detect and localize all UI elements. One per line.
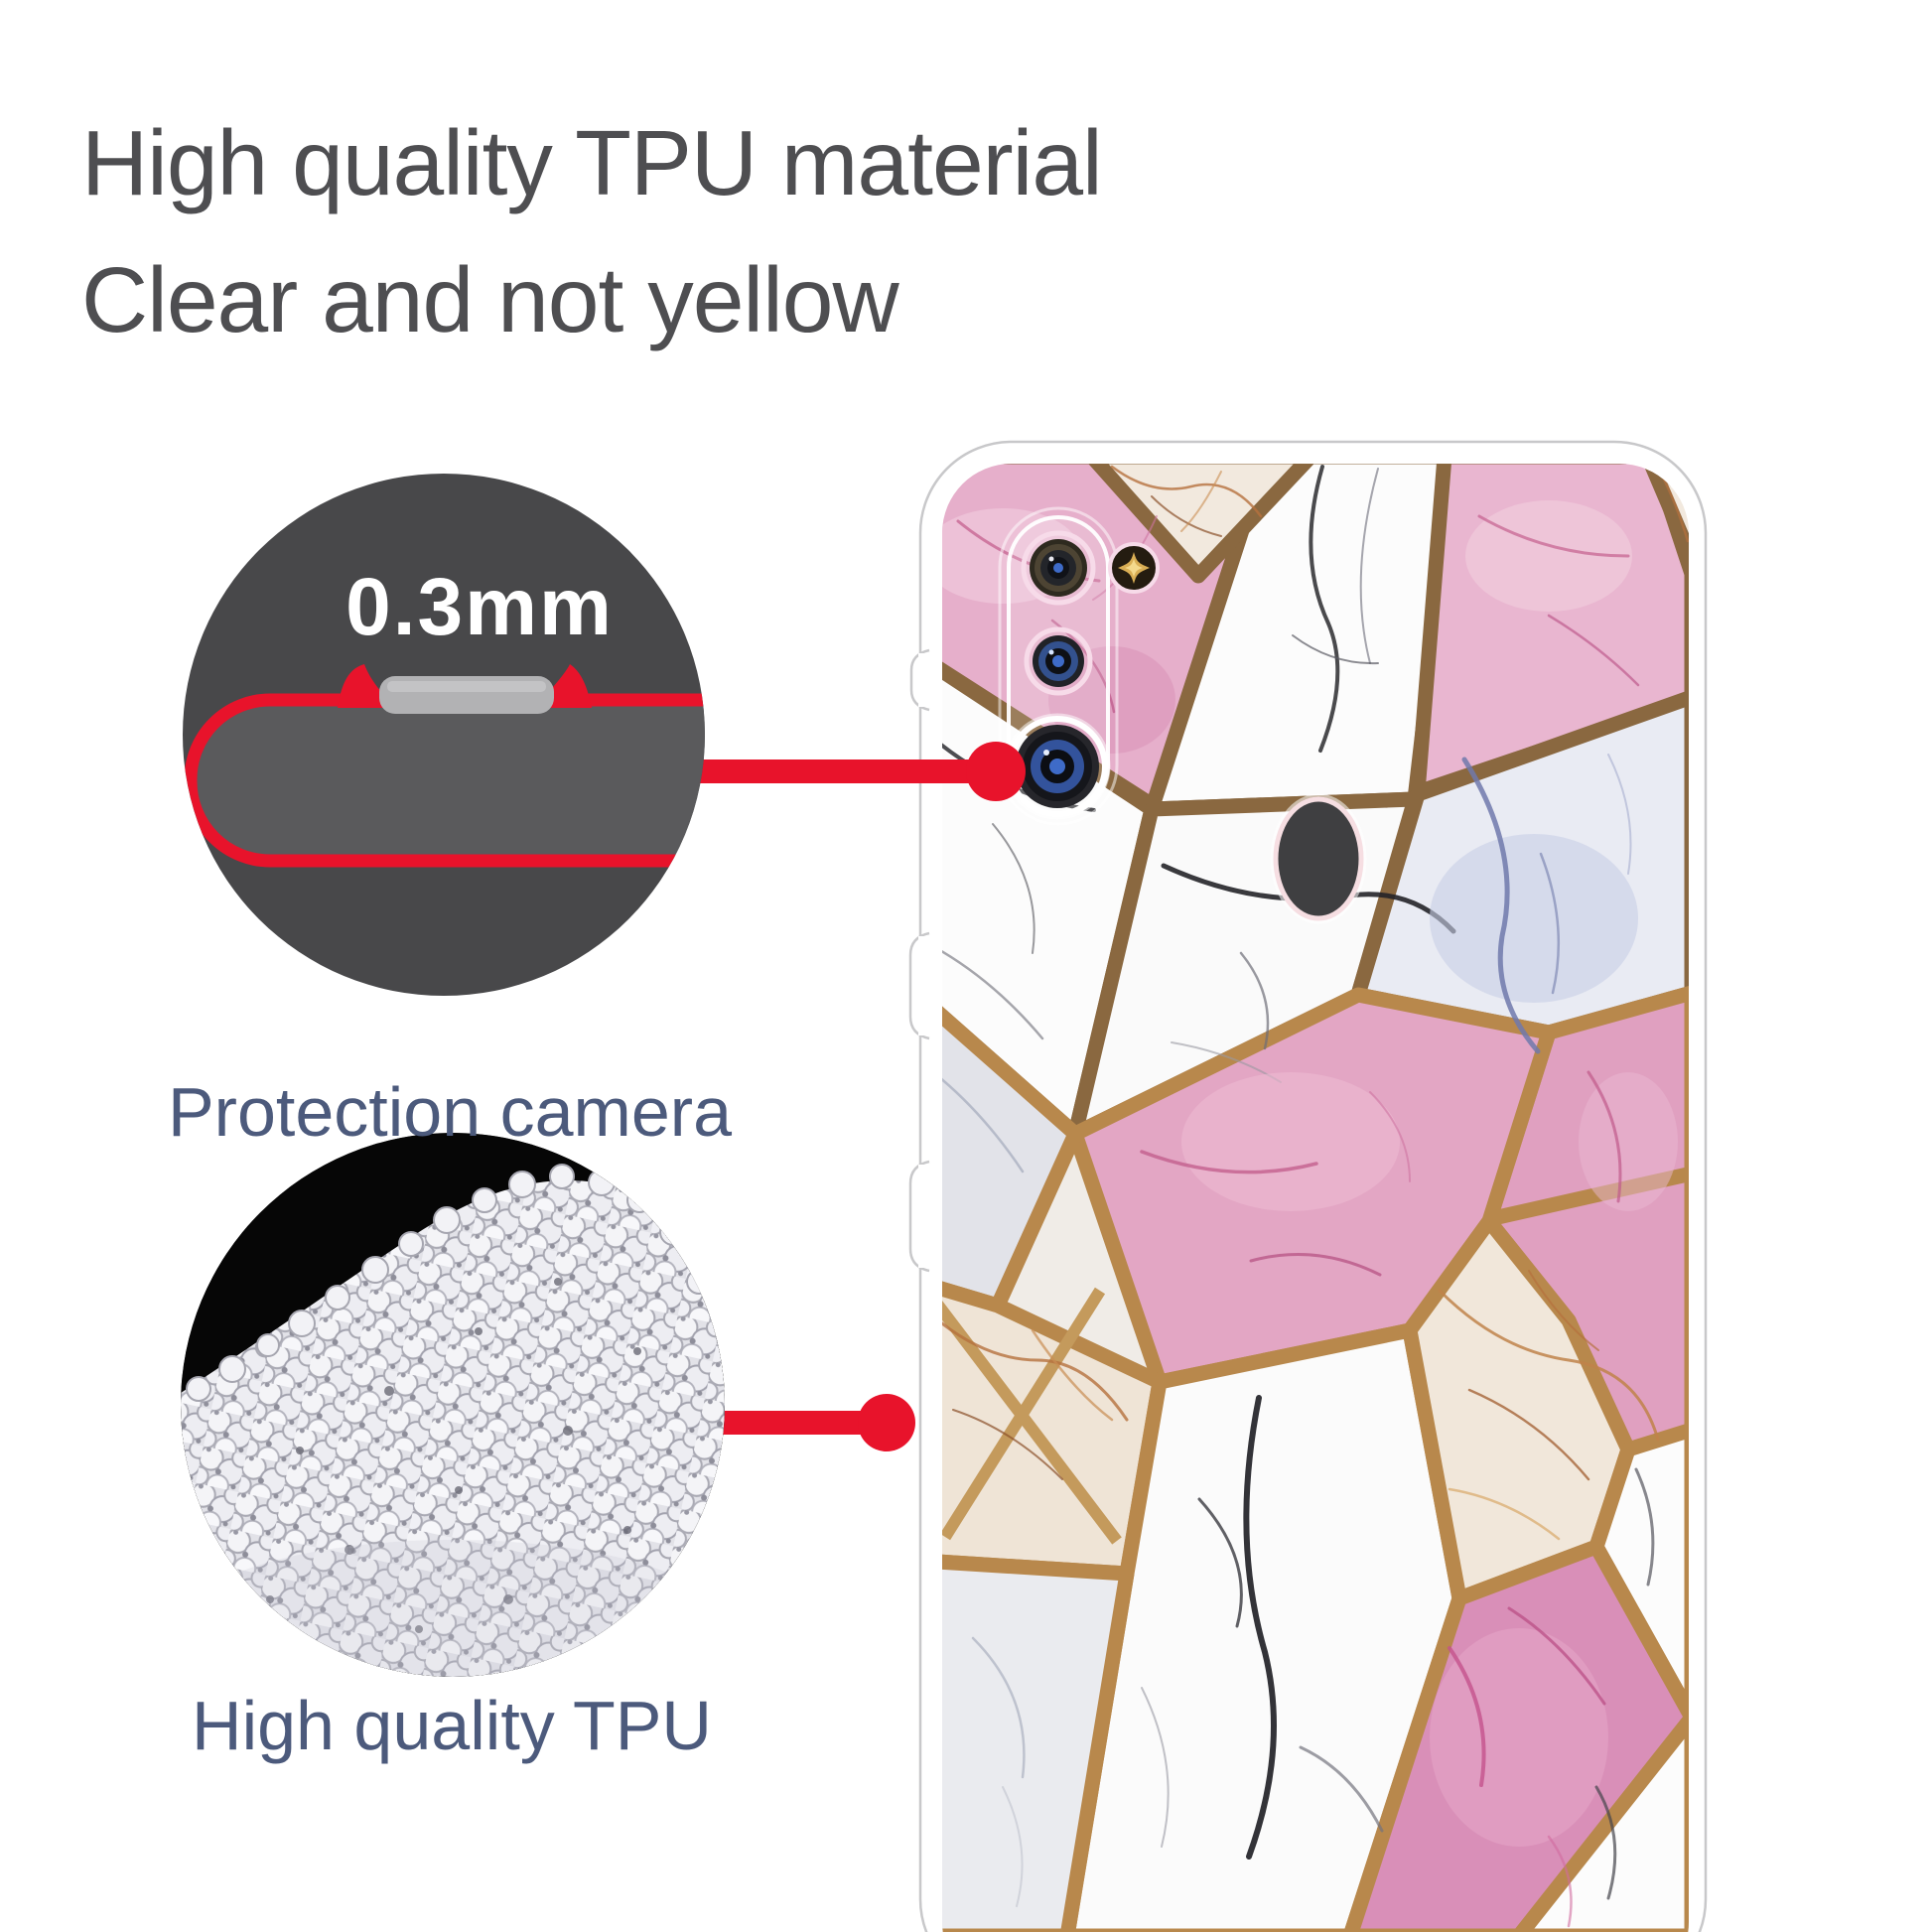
fingerprint-sensor (1270, 793, 1367, 924)
phone-case (908, 440, 1708, 1932)
camera-lens-icon (1021, 530, 1096, 606)
heading-line-2: Clear and not yellow (81, 248, 899, 351)
camera-lens-icon (1024, 626, 1093, 696)
heading: High quality TPU material Clear and not … (81, 94, 1103, 368)
case-cross-section-diagram (184, 664, 705, 868)
thickness-callout-circle: 0.3mm (183, 474, 705, 996)
tpu-granules-photo (181, 1133, 725, 1677)
camera-flash-icon (1108, 542, 1160, 594)
thickness-badge: 0.3mm (345, 562, 614, 652)
heading-line-1: High quality TPU material (81, 111, 1103, 214)
callout-dot (858, 1394, 915, 1451)
callout-dot (966, 742, 1026, 801)
caption-protection-camera: Protection camera (167, 1073, 733, 1151)
caption-high-quality-tpu: High quality TPU (192, 1687, 712, 1764)
material-callout-circle (181, 1133, 725, 1677)
marble-back-panel (942, 464, 1689, 1932)
callout-line (695, 1411, 889, 1435)
